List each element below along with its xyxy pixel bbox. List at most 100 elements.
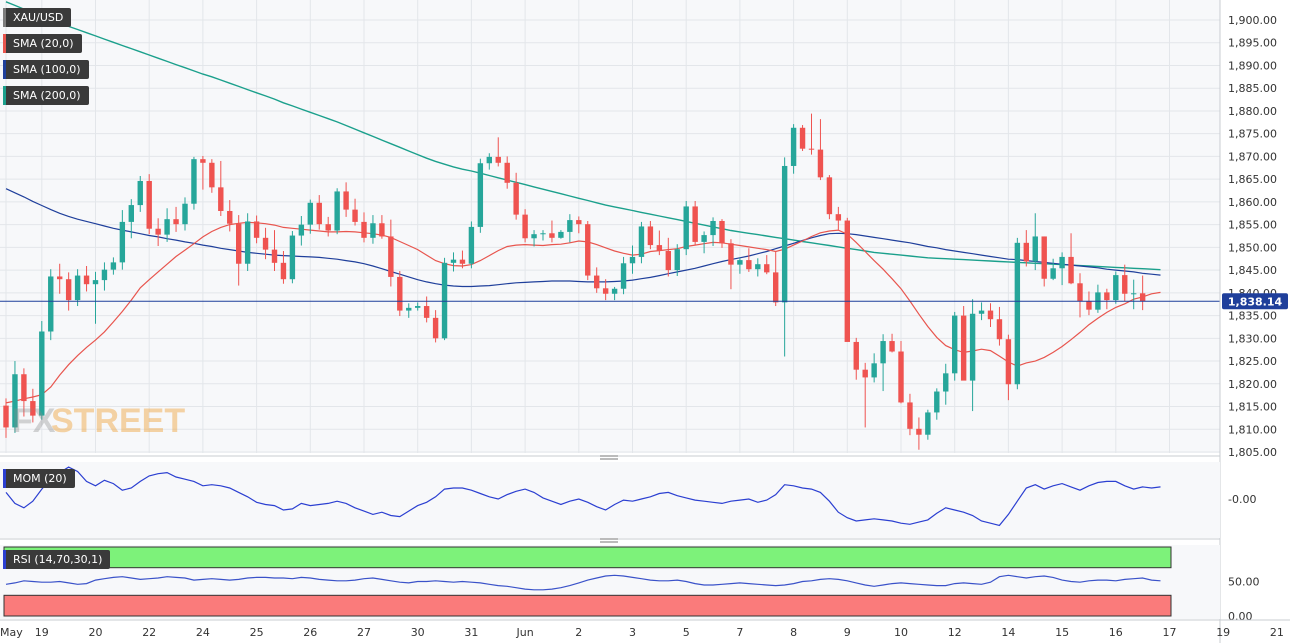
candle-body [647, 226, 654, 246]
candle-body [3, 405, 9, 428]
candle [182, 197, 188, 231]
candle [83, 266, 90, 292]
candle-body [432, 317, 439, 339]
candle [817, 119, 824, 181]
candle-body [388, 236, 394, 277]
candle-body [656, 245, 663, 252]
candle-body [665, 251, 671, 271]
candle-body [191, 159, 197, 204]
momentum-path [5, 466, 1161, 527]
candle-body [1086, 301, 1092, 310]
panel-resize-handle[interactable] [600, 538, 618, 543]
candle [388, 219, 394, 287]
candle-body [862, 369, 868, 378]
candle [558, 230, 564, 239]
time-tick-label: 24 [196, 626, 210, 639]
rsi-line [5, 574, 1161, 591]
candle [987, 303, 994, 327]
candle-body [119, 221, 126, 263]
candle [370, 215, 376, 244]
time-tick-label: 7 [736, 626, 743, 639]
candle [1041, 236, 1047, 287]
candle [262, 227, 269, 260]
legend-swatch [3, 60, 6, 79]
sma-100-path [5, 188, 1161, 288]
candle-body [1113, 275, 1119, 301]
candle-body [101, 269, 108, 281]
candle-body [74, 275, 81, 301]
candle [1023, 230, 1029, 267]
candle [1068, 233, 1074, 285]
panel-resize-handle[interactable] [600, 455, 618, 460]
candle [110, 257, 117, 275]
candle-body [1059, 256, 1065, 269]
price-tick-label: 1,845.00 [1228, 264, 1277, 277]
candle [57, 263, 63, 294]
candle-body [361, 221, 367, 238]
candle [1077, 273, 1083, 318]
candle-body [952, 315, 958, 374]
candle-body [781, 165, 788, 303]
time-tick-label: 2 [575, 626, 582, 639]
candle [101, 262, 108, 291]
time-tick-label: 19 [1216, 626, 1230, 639]
candle-body [459, 259, 466, 264]
candle [531, 230, 537, 247]
time-tick-label: 14 [1001, 626, 1015, 639]
candle [227, 200, 233, 232]
price-tick-label: 1,855.00 [1228, 219, 1277, 232]
price-tick-label: 1,825.00 [1228, 355, 1277, 368]
candle-body [486, 156, 492, 164]
candle-body [880, 341, 886, 364]
candle [826, 175, 833, 220]
candle [889, 333, 895, 353]
candle-body [737, 260, 743, 265]
price-legend-label: SMA (20,0) [13, 37, 74, 50]
candle [934, 388, 940, 420]
candle-body [602, 288, 609, 294]
momentum-panel: -0.00 [0, 462, 1256, 538]
candle-body [12, 374, 18, 428]
watermark-fx: FX [12, 402, 56, 440]
candle-body [549, 233, 555, 238]
candle-body [719, 220, 725, 244]
candle [898, 341, 904, 404]
candle-body [960, 315, 967, 381]
price-tick-label: 1,885.00 [1228, 82, 1277, 95]
candle [853, 337, 859, 380]
time-tick-label: 3 [629, 626, 636, 639]
time-tick-label: 30 [411, 626, 425, 639]
candle [200, 155, 206, 190]
candle [415, 302, 421, 311]
candle-body [495, 156, 501, 163]
candle [1113, 271, 1119, 304]
candle-body [522, 214, 528, 239]
candle [48, 269, 54, 341]
candle-body [844, 220, 850, 342]
candle [916, 417, 922, 450]
candle-body [916, 428, 922, 435]
candle [244, 213, 251, 272]
candle [522, 209, 528, 243]
candle [3, 398, 9, 438]
time-tick-label: 17 [1163, 626, 1177, 639]
candle [468, 221, 475, 269]
sma-20-path [5, 221, 1161, 404]
watermark-street: STREET [51, 402, 185, 440]
candle [21, 368, 27, 417]
candle [477, 158, 484, 233]
price-tick-label: 1,900.00 [1228, 14, 1277, 27]
candle-body [826, 177, 833, 215]
candle [325, 216, 331, 237]
time-tick-label: 19 [35, 626, 49, 639]
candle [423, 296, 430, 323]
candle [647, 220, 654, 250]
price-tick-label: 1,815.00 [1228, 401, 1277, 414]
time-tick-label: 20 [89, 626, 103, 639]
candle [343, 182, 349, 217]
candle [12, 361, 18, 433]
candle [30, 388, 36, 423]
price-tick-label: 1,830.00 [1228, 332, 1277, 345]
time-tick-label: 26 [303, 626, 317, 639]
time-tick-label: 22 [142, 626, 156, 639]
